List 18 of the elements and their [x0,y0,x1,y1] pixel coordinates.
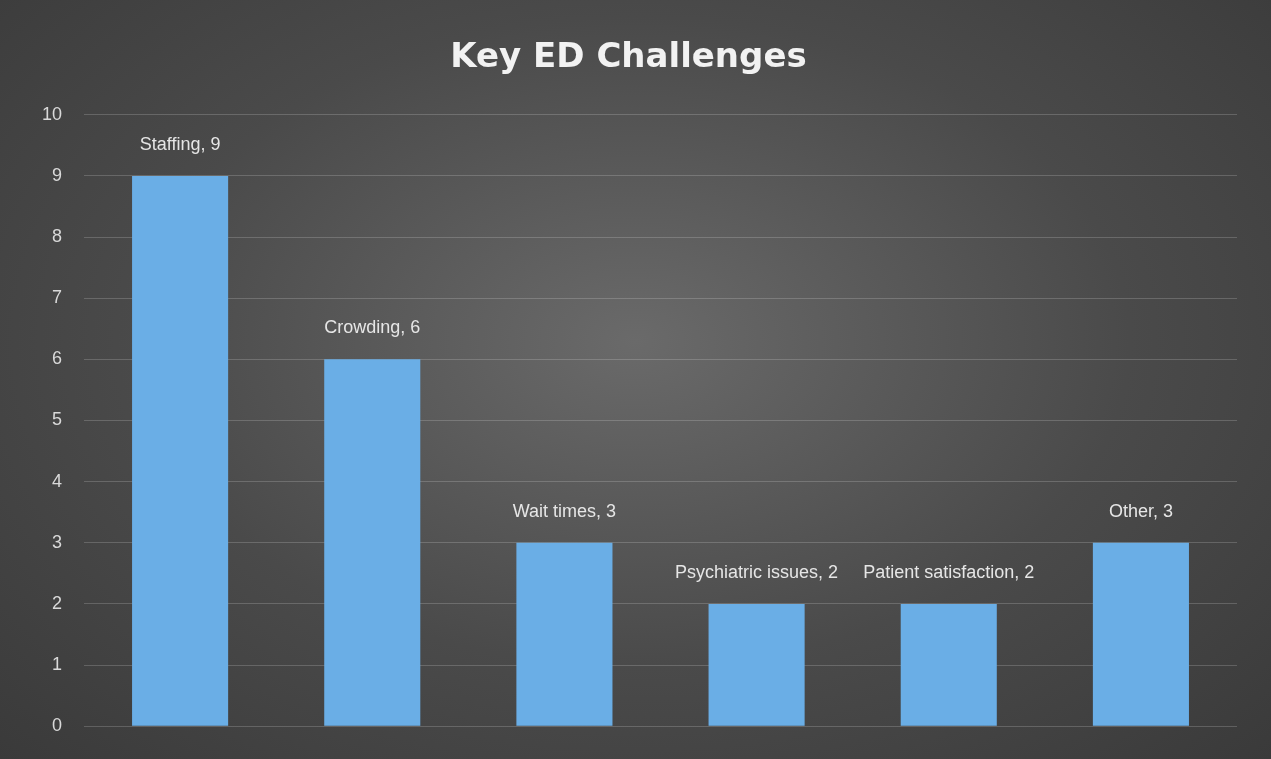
data-label: Patient satisfaction, 2 [863,561,1035,582]
data-label: Staffing, 9 [139,133,221,154]
y-tick-label: 10 [41,103,63,124]
y-tick-label: 0 [52,715,63,736]
y-tick-label: 5 [52,409,63,430]
y-tick-label: 1 [52,654,63,675]
data-label: Crowding, 6 [324,317,421,338]
y-tick-label: 8 [52,226,63,247]
y-tick-label: 7 [52,287,63,308]
y-tick-label: 2 [52,592,63,613]
y-tick-label: 6 [52,348,63,369]
data-label: Other, 3 [1108,500,1173,521]
y-tick-label: 3 [52,531,63,552]
data-label: Wait times, 3 [512,500,617,521]
chart-title: Key ED Challenges [450,35,807,76]
data-label: Psychiatric issues, 2 [675,561,839,582]
y-tick-label: 4 [52,470,63,491]
y-tick-label: 9 [52,164,63,185]
